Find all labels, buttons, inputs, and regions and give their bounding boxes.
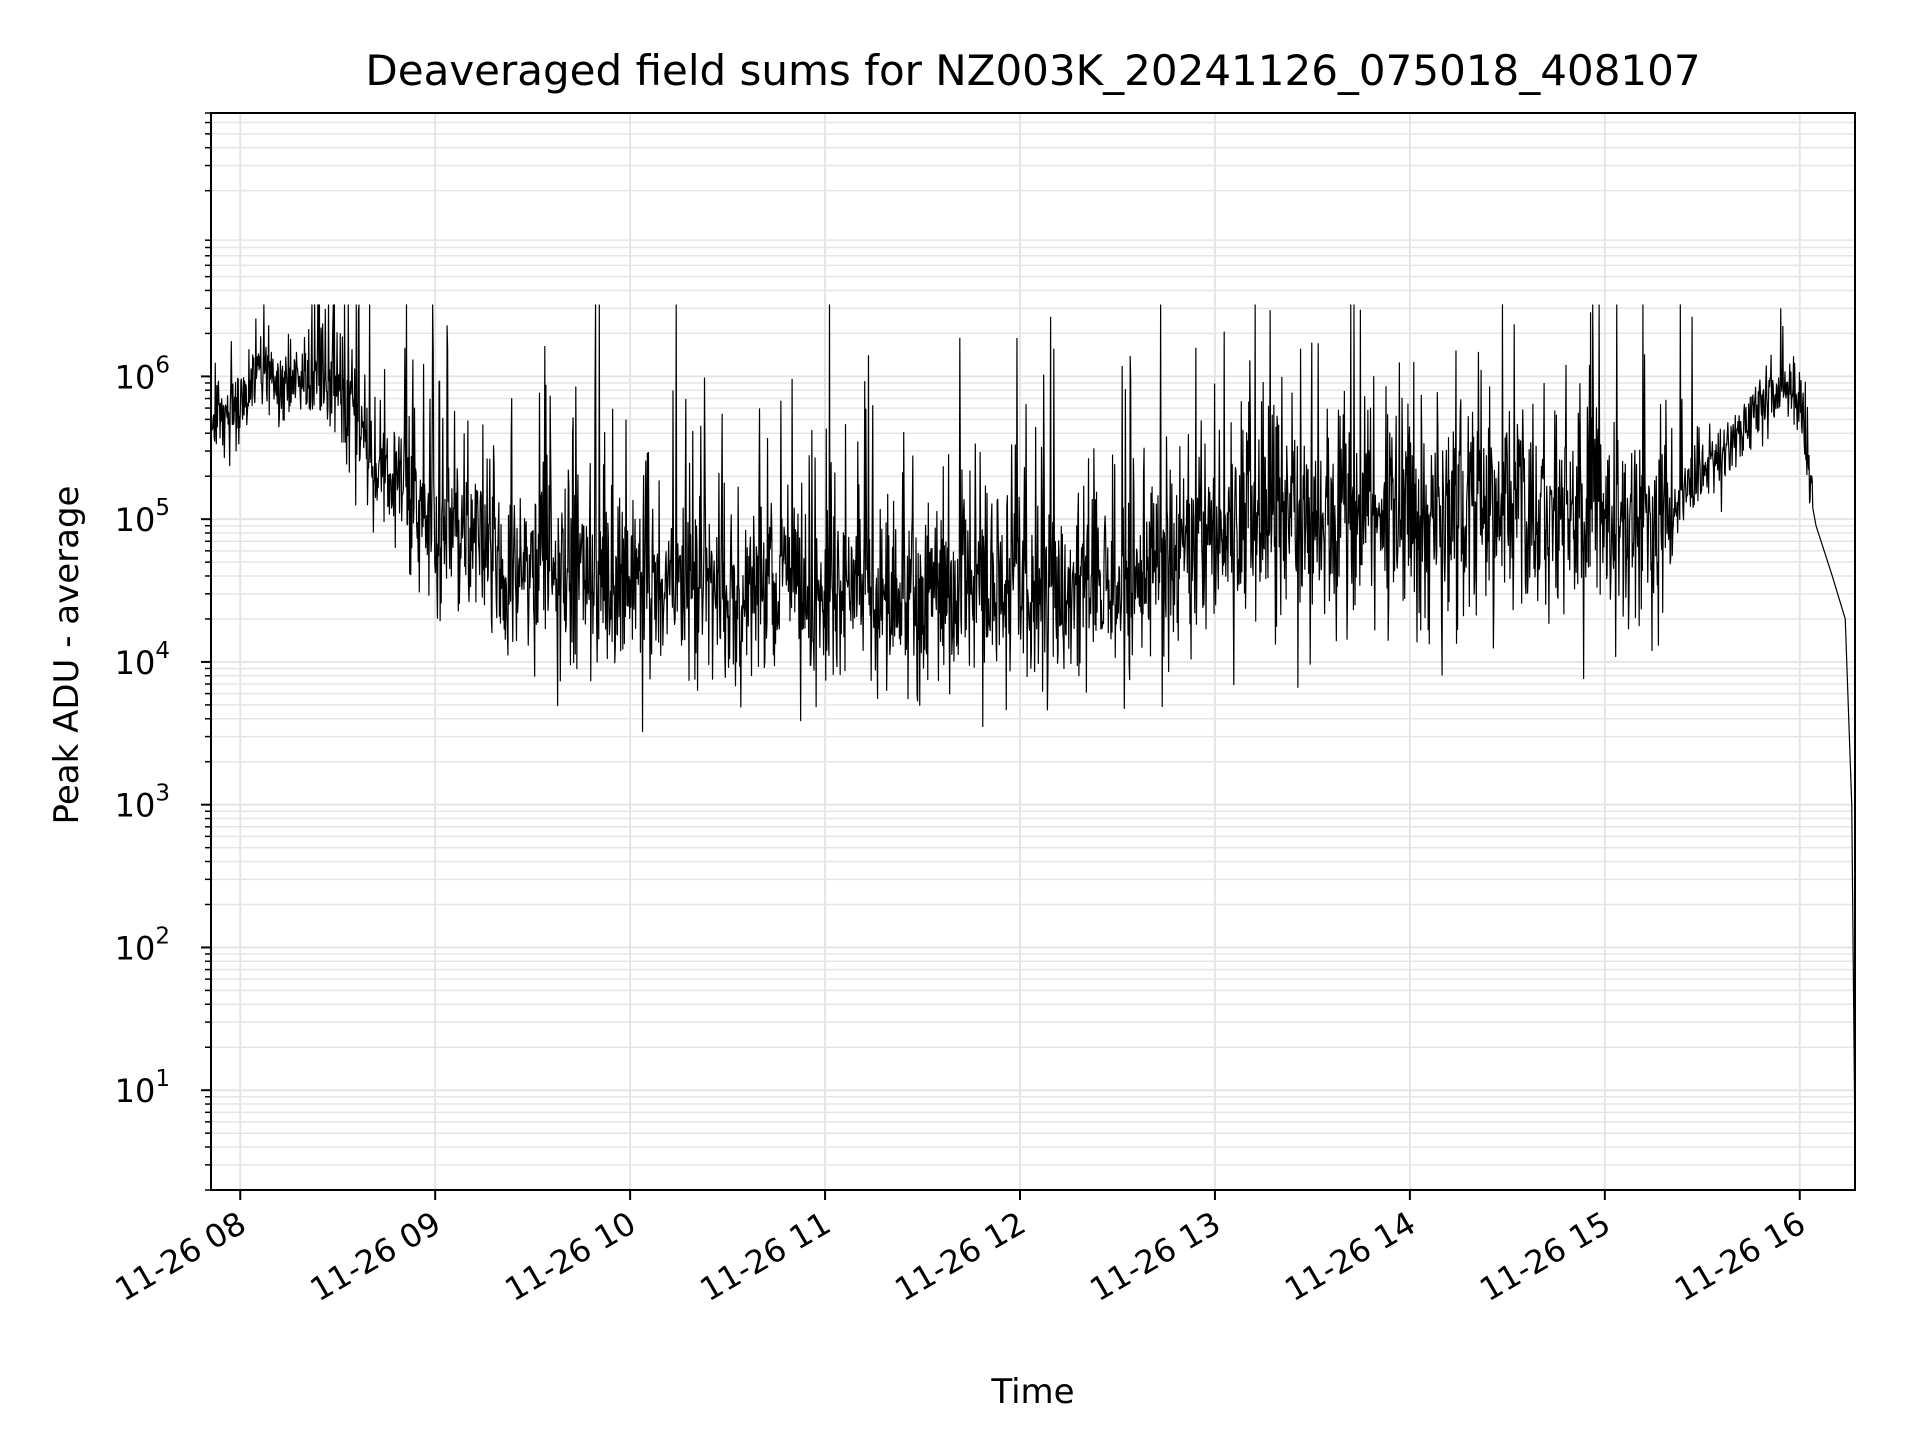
x-tick-label: 11-26 13 (1083, 1204, 1227, 1309)
x-tick-label: 11-26 11 (693, 1204, 837, 1309)
y-tick-label: 102 (115, 923, 170, 967)
y-axis-title: Peak ADU - average (47, 486, 87, 825)
x-tick-label: 11-26 15 (1473, 1204, 1617, 1309)
x-tick-label: 11-26 10 (499, 1204, 643, 1309)
x-tick-label: 11-26 08 (109, 1204, 253, 1309)
grid (211, 112, 1855, 1191)
y-tick-label: 103 (115, 781, 170, 825)
y-tick-label: 101 (115, 1066, 170, 1110)
y-axis-tick-labels: 101 102 103 104 105 106 (115, 352, 170, 1110)
x-axis-tick-labels: 11-26 08 11-26 09 11-26 10 11-26 11 11-26 12… (109, 1204, 1812, 1309)
series-line (211, 304, 1855, 1148)
chart-title: Deaveraged field sums for NZ003K_2024112… (365, 46, 1700, 95)
x-axis-title: Time (990, 1372, 1074, 1412)
x-tick-label: 11-26 09 (304, 1204, 448, 1309)
axis-ticks (201, 112, 1801, 1200)
plot-frame (210, 112, 1856, 1191)
data-layer (211, 304, 1855, 1148)
y-tick-label: 104 (115, 638, 170, 682)
x-tick-label: 11-26 16 (1668, 1204, 1812, 1309)
x-tick-label: 11-26 14 (1278, 1204, 1422, 1309)
y-tick-label: 105 (115, 495, 170, 539)
x-tick-label: 11-26 12 (888, 1204, 1032, 1309)
y-tick-label: 106 (115, 352, 170, 396)
